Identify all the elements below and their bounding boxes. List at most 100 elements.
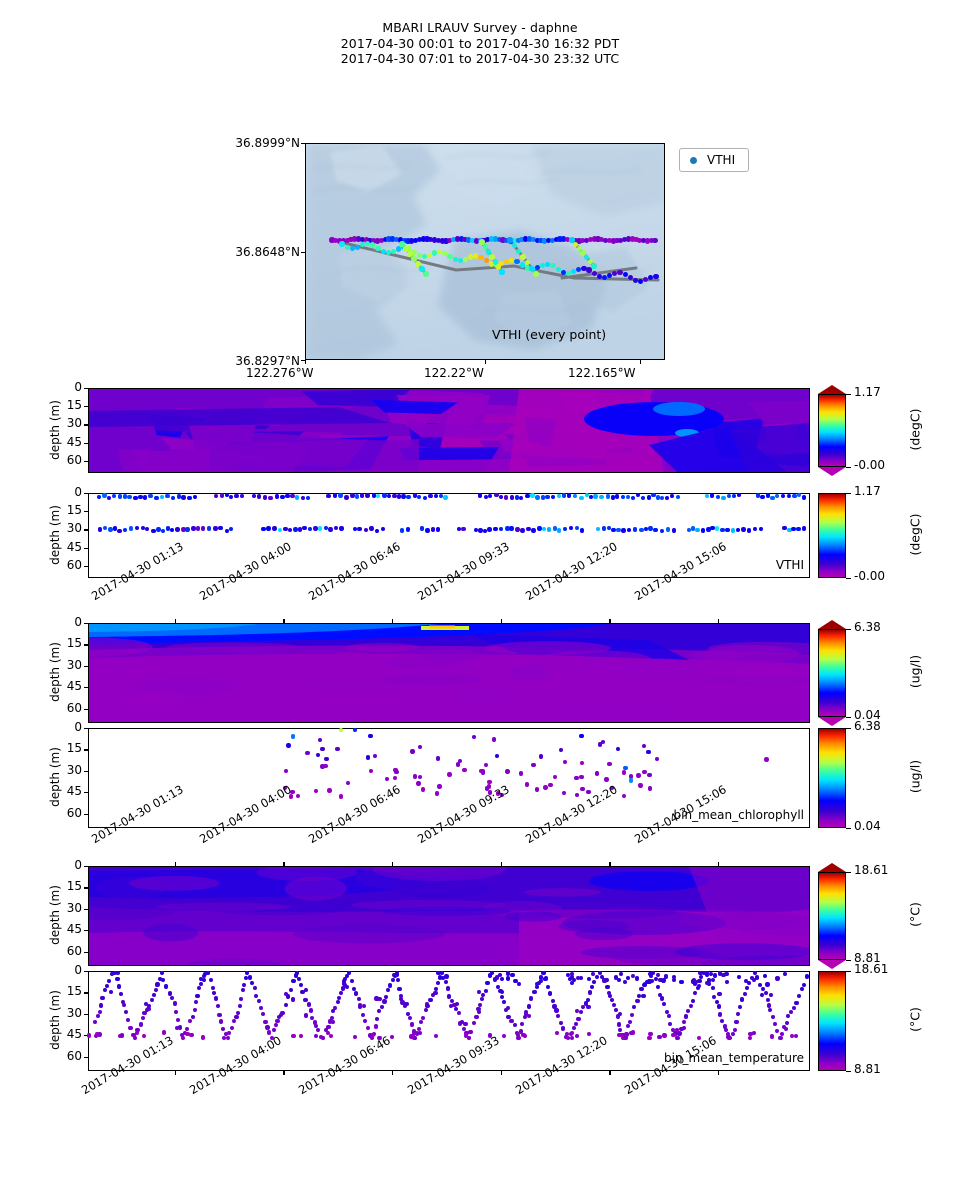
temp-scatter-point — [370, 1033, 376, 1038]
chl-scatter-point — [597, 742, 603, 747]
vthi-scatter-point — [720, 527, 725, 533]
panel-temp-contour[interactable] — [88, 866, 810, 966]
map-track-point — [375, 245, 381, 251]
panel-chl-scatter-ytick-mark — [84, 728, 88, 730]
map-track-point — [466, 237, 472, 243]
vthi-scatter-point — [405, 527, 410, 532]
chl-scatter-point — [368, 733, 373, 739]
vthi-scatter-point — [382, 493, 387, 498]
temp-scatter-point — [781, 1024, 787, 1029]
temp-scatter-point — [115, 971, 121, 976]
temp-scatter-point — [120, 999, 125, 1004]
panel-vthi-contour-ytick-mark — [84, 388, 88, 390]
temp-scatter-point — [505, 976, 510, 981]
temp-scatter-point — [724, 972, 729, 977]
vthi-scatter-point — [206, 526, 212, 531]
temp-scatter-point — [724, 979, 729, 985]
temp-scatter-point — [231, 1018, 236, 1024]
vthi-scatter-point — [509, 526, 514, 531]
temp-scatter-point — [736, 1011, 741, 1017]
vthi-scatter-point — [655, 495, 660, 500]
temp-scatter-point — [575, 976, 580, 981]
vthi-scatter-point — [102, 493, 107, 498]
temp-scatter-point — [249, 981, 254, 986]
map-track-point — [420, 236, 426, 242]
survey-map-axes[interactable]: VTHI (every point) — [305, 143, 665, 360]
panel-chl-scatter-ytick-4: 60 — [66, 805, 82, 820]
temp-scatter-point — [428, 997, 433, 1002]
temp-scatter-point — [123, 1009, 129, 1015]
temp-scatter-point — [683, 1014, 688, 1019]
chl-scatter-point — [410, 749, 415, 754]
temp-scatter-point — [436, 971, 441, 976]
temp-scatter-point — [185, 1032, 190, 1037]
panel-vthi-scatter[interactable] — [88, 493, 810, 578]
map-track-point — [633, 236, 639, 242]
colorbar-vthi-scatter-max-label: 1.17 — [854, 484, 881, 498]
vthi-scatter-point — [731, 493, 737, 499]
temp-scatter-point — [180, 1036, 185, 1041]
map-track-point — [457, 258, 463, 264]
temp-scatter-point — [567, 976, 572, 981]
vthi-scatter-point — [493, 526, 498, 531]
temp-scatter-point — [670, 1027, 675, 1032]
temp-scatter-point — [313, 1033, 319, 1038]
temp-scatter-point — [768, 993, 774, 998]
vthi-scatter-point — [165, 526, 171, 531]
map-track-point — [397, 237, 403, 243]
colorbar-vthi-contour-extend-max — [818, 385, 846, 394]
temp-scatter-point — [195, 994, 200, 999]
temp-scatter-point — [461, 1026, 466, 1031]
panel-vthi-contour[interactable] — [88, 388, 810, 473]
vthi-scatter-point — [606, 526, 611, 531]
xtick-mark — [718, 619, 720, 623]
chl-scatter-point — [417, 744, 423, 749]
temp-scatter-point — [208, 977, 213, 983]
vthi-scatter-point — [704, 493, 710, 498]
vthi-scatter-point — [758, 526, 763, 532]
temp-scatter-point — [647, 1035, 652, 1040]
temp-scatter-point — [339, 991, 344, 996]
vthi-scatter-point — [721, 495, 726, 501]
temp-scatter-point — [738, 1005, 743, 1010]
vthi-scatter-point — [371, 493, 376, 498]
temp-scatter-point — [252, 985, 257, 991]
xtick-mark — [392, 1071, 394, 1075]
temp-scatter-point — [801, 982, 807, 987]
temp-scatter-point — [174, 1026, 179, 1031]
temp-scatter-point — [242, 982, 247, 987]
temp-scatter-point — [748, 1031, 753, 1036]
colorbar-temp-contour-extend-min — [818, 960, 846, 969]
panel-chl-scatter[interactable] — [88, 728, 810, 828]
map-legend[interactable]: VTHI — [679, 148, 749, 172]
vthi-scatter-point — [483, 494, 489, 500]
map-track-point — [533, 271, 539, 277]
temp-scatter-point — [561, 1026, 566, 1031]
vthi-scatter-point — [482, 528, 488, 534]
vthi-scatter-point — [746, 528, 752, 533]
temp-scatter-point — [591, 972, 596, 977]
panel-vthi-scatter-ytick-mark — [84, 547, 88, 549]
panel-chl-contour-ytick-1: 15 — [66, 636, 82, 651]
vthi-scatter-point — [228, 494, 234, 500]
temp-scatter-point — [343, 976, 348, 981]
map-track-point — [617, 269, 623, 276]
map-track-point — [386, 236, 392, 242]
temp-scatter-point — [658, 978, 663, 983]
vthi-scatter-point — [406, 494, 411, 499]
panel-chl-contour[interactable] — [88, 623, 810, 723]
vthi-scatter-point — [376, 493, 381, 498]
temp-scatter-point — [594, 974, 600, 979]
temp-scatter-point — [615, 1014, 620, 1019]
temp-scatter-point — [484, 989, 489, 994]
map-track-point — [375, 238, 381, 244]
map-track-point — [401, 238, 407, 244]
map-ytick-mark — [301, 360, 305, 362]
map-track-point — [553, 236, 559, 243]
vthi-scatter-point — [438, 493, 444, 499]
temp-scatter-point — [516, 1036, 521, 1041]
map-track-point — [504, 258, 510, 264]
map-track-point — [432, 250, 438, 256]
colorbar-temp-scatter-gradient — [818, 971, 846, 1071]
temp-scatter-point — [290, 997, 295, 1002]
